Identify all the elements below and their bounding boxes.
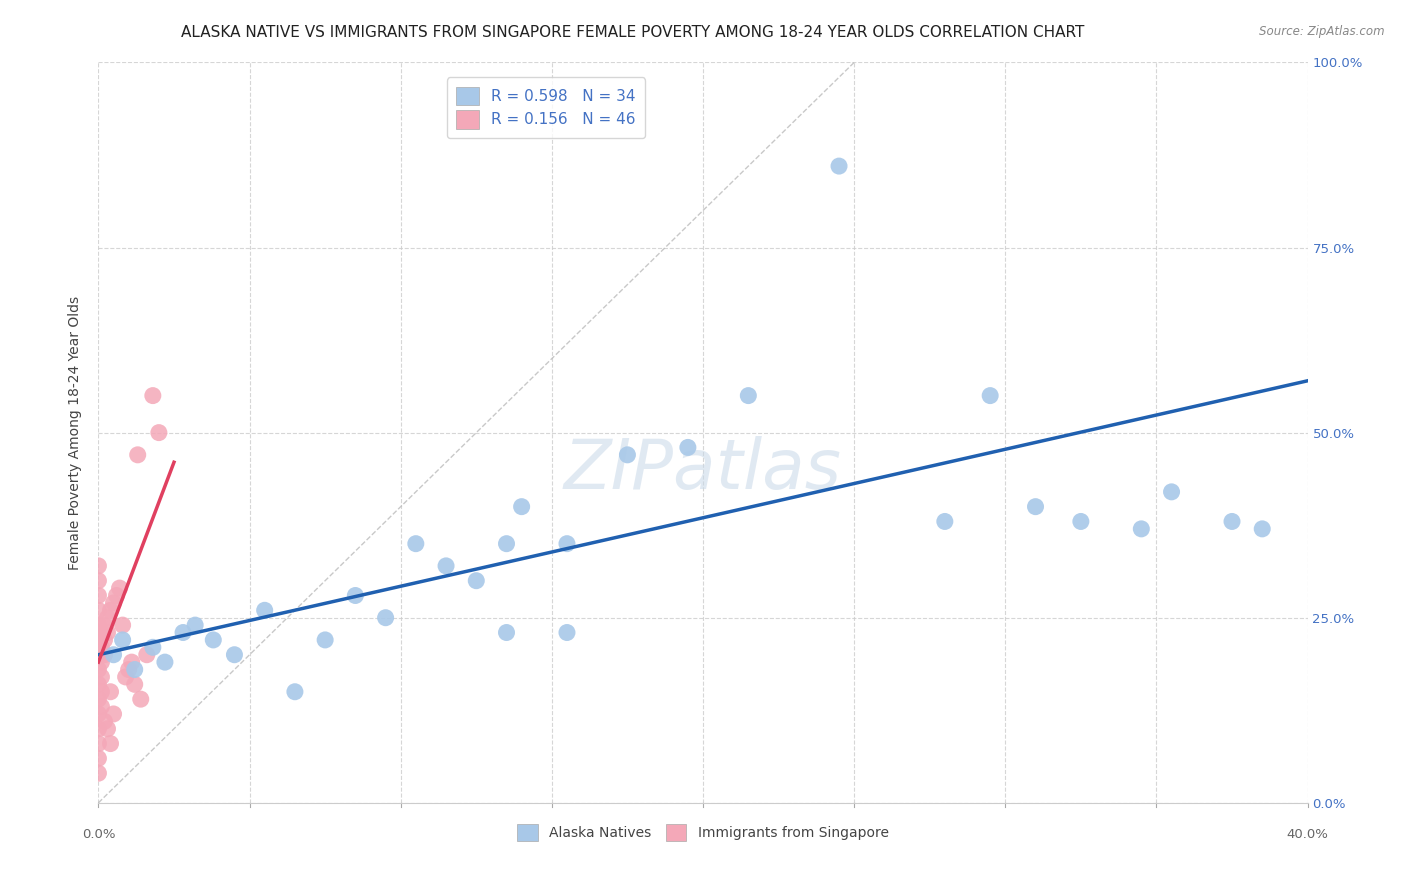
Point [87,706,110,721]
Point [153,655,176,669]
Point [202,632,225,647]
Point [87,632,110,647]
Point [828,159,851,173]
Point [87,558,110,573]
Point [87,663,110,677]
Point [90,640,112,655]
Point [103,648,125,662]
Point [87,632,110,647]
Point [124,663,146,677]
Point [142,640,165,655]
Point [90,625,112,640]
Point [96,722,118,736]
Point [90,699,112,714]
Point [555,536,578,550]
Point [105,589,128,603]
Point [103,706,125,721]
Point [87,751,110,765]
Point [1070,515,1092,529]
Point [129,692,152,706]
Point [87,618,110,632]
Point [90,655,112,669]
Point [405,536,427,550]
Point [253,603,276,617]
Point [1251,522,1274,536]
Point [93,618,115,632]
Point [100,603,122,617]
Point [148,425,170,440]
Point [184,618,207,632]
Text: ALASKA NATIVE VS IMMIGRANTS FROM SINGAPORE FEMALE POVERTY AMONG 18-24 YEAR OLDS : ALASKA NATIVE VS IMMIGRANTS FROM SINGAPO… [181,25,1084,40]
Point [142,388,165,402]
Point [1024,500,1046,514]
Point [93,648,115,662]
Point [90,685,112,699]
Point [979,388,1001,402]
Point [90,670,112,684]
Point [87,722,110,736]
Point [127,448,149,462]
Point [87,766,110,780]
Point [510,500,533,514]
Point [465,574,488,588]
Text: ZIPatlas: ZIPatlas [564,436,842,503]
Point [93,632,115,647]
Text: 40.0%: 40.0% [1286,828,1329,841]
Legend: Alaska Natives, Immigrants from Singapore: Alaska Natives, Immigrants from Singapor… [510,817,896,847]
Point [87,677,110,691]
Point [124,677,146,691]
Point [87,574,110,588]
Point [284,685,307,699]
Point [676,441,699,455]
Point [1160,484,1182,499]
Text: Source: ZipAtlas.com: Source: ZipAtlas.com [1260,25,1385,38]
Point [495,625,517,640]
Point [111,632,134,647]
Point [100,737,122,751]
Point [434,558,457,573]
Point [135,648,157,662]
Point [737,388,759,402]
Point [121,655,143,669]
Point [1130,522,1153,536]
Point [96,625,118,640]
Point [87,648,110,662]
Point [103,596,125,610]
Point [555,625,578,640]
Point [934,515,956,529]
Point [111,618,134,632]
Point [87,603,110,617]
Text: 0.0%: 0.0% [82,828,115,841]
Point [118,663,141,677]
Point [93,714,115,729]
Point [100,685,122,699]
Point [314,632,336,647]
Point [96,610,118,624]
Point [1220,515,1243,529]
Point [224,648,246,662]
Y-axis label: Female Poverty Among 18-24 Year Olds: Female Poverty Among 18-24 Year Olds [69,295,83,570]
Point [616,448,638,462]
Point [114,670,136,684]
Point [87,692,110,706]
Point [87,737,110,751]
Point [374,610,396,624]
Point [108,581,131,595]
Point [172,625,194,640]
Point [344,589,367,603]
Point [87,589,110,603]
Point [495,536,517,550]
